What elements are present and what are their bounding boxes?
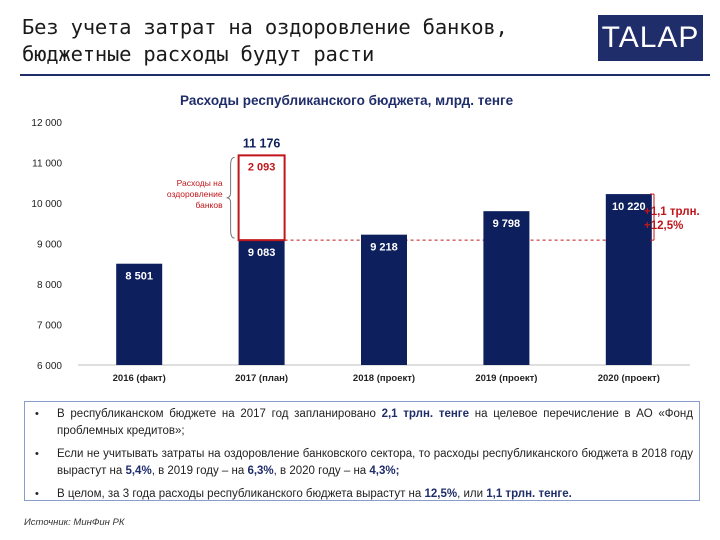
y-tick-label: 8 000: [37, 280, 62, 291]
note-text: В республиканском бюджете на 2017 год за…: [57, 408, 693, 437]
note-item: • В целом, за 3 года расходы республиканс…: [31, 486, 693, 503]
bar-value-label: 10 220: [612, 201, 646, 213]
slide-title: Без учета затрат на оздоровление банков,…: [22, 14, 582, 68]
bullet-icon: •: [35, 488, 39, 500]
bar-value-label: 9 083: [248, 247, 276, 259]
note-segment: 4,3%;: [369, 465, 400, 477]
y-tick-label: 12 000: [31, 118, 62, 129]
y-tick-label: 6 000: [37, 361, 62, 372]
annotation-label: оздоровление: [167, 189, 223, 199]
bank-rehab-segment: [237, 154, 286, 242]
chart-title: Расходы республиканского бюджета, млрд. …: [180, 93, 514, 108]
talap-logo: TALAP: [598, 15, 703, 61]
y-tick-label: 7 000: [37, 321, 62, 332]
bar-value-label: 8 501: [125, 271, 153, 283]
note-segment: , в 2019 году – на: [151, 465, 248, 477]
x-tick-label: 2018 (проект): [353, 373, 415, 384]
note-segment: 6,3%: [247, 465, 274, 477]
segment-value-label: 2 093: [248, 161, 276, 173]
slide-title-line-2: бюджетные расходы будут расти: [22, 42, 375, 66]
note-text: В целом, за 3 года расходы республиканск…: [57, 488, 572, 500]
x-tick-label: 2019 (проект): [475, 373, 537, 384]
bar: [605, 194, 652, 365]
annotation-label: банков: [195, 200, 223, 210]
bar-chart: 6 000 7 000 8 000 9 000 10 000 11 000 12 000 8 …: [31, 118, 700, 384]
source-note: Источник: МинФин РК: [24, 517, 125, 528]
note-segment: 5,4%: [125, 465, 152, 477]
x-tick-label: 2020 (проект): [598, 373, 660, 384]
x-tick-label: 2016 (факт): [113, 373, 166, 384]
change-annotation-label: +12,5%: [644, 220, 683, 232]
note-segment: В республиканском бюджете на 2017 год за…: [57, 408, 382, 420]
x-tick-label: 2017 (план): [235, 373, 288, 384]
bullet-icon: •: [35, 408, 39, 420]
bar: [116, 263, 163, 365]
note-segment: 12,5%: [424, 488, 458, 500]
y-tick-label: 10 000: [31, 199, 62, 210]
note-segment: , или: [457, 488, 487, 500]
note-item: • Если не учитывать затраты на оздоровлен…: [31, 446, 693, 480]
bar: [238, 240, 285, 365]
bar: [483, 211, 530, 365]
bar-value-label: 9 798: [493, 218, 521, 230]
bar-value-label: 9 218: [370, 242, 398, 254]
notes-box: • В республиканском бюджете на 2017 год з…: [24, 401, 700, 501]
brace-icon: [226, 156, 235, 239]
annotation-label: Расходы на: [177, 178, 223, 188]
note-segment: на целевое перечисление в АО «Фонд пробл…: [57, 408, 693, 437]
change-annotation-label: +1,1 трлн.: [644, 206, 700, 218]
title-divider: [20, 74, 710, 76]
bullet-icon: •: [35, 448, 39, 460]
slide-title-line-1: Без учета затрат на оздоровление банков,: [22, 15, 508, 39]
note-segment: , в 2020 году – на: [273, 465, 370, 477]
note-segment: В целом, за 3 года расходы республиканск…: [57, 488, 425, 500]
y-tick-label: 11 000: [32, 159, 62, 170]
note-segment: 1,1 трлн. тенге.: [486, 488, 572, 500]
note-text: Если не учитывать затраты на оздоровлени…: [57, 448, 693, 477]
bar: [361, 234, 407, 365]
note-segment: 2,1 трлн. тенге: [381, 408, 469, 420]
total-value-label: 11 176: [243, 136, 281, 150]
note-segment: Если не учитывать затраты на оздоровлени…: [57, 448, 693, 477]
note-item: • В республиканском бюджете на 2017 год з…: [31, 406, 693, 440]
y-tick-label: 9 000: [37, 240, 62, 251]
